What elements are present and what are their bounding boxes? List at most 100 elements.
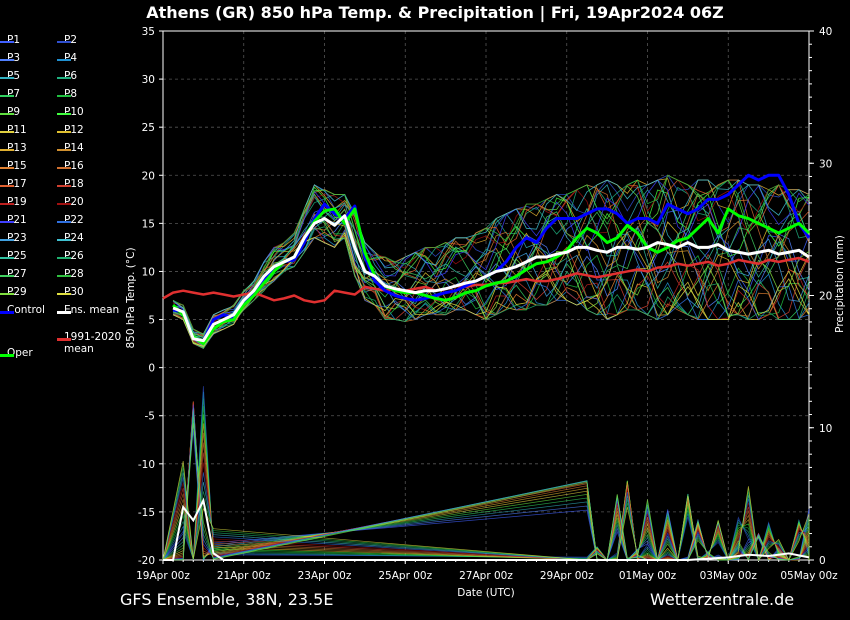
legend-item-p8: P8 xyxy=(57,88,77,100)
legend-item-p19: P19 xyxy=(0,196,27,208)
member-line-P28 xyxy=(172,174,810,335)
legend-swatch xyxy=(0,354,14,357)
legend-label: P9 xyxy=(7,106,21,118)
legend-label: P10 xyxy=(64,106,84,118)
legend-swatch xyxy=(57,149,71,151)
legend-label: P23 xyxy=(7,232,27,244)
y2-tick-label: 30 xyxy=(819,158,832,170)
legend-item-p29: P29 xyxy=(0,286,27,298)
y-tick-label: -15 xyxy=(138,507,155,519)
legend-swatch xyxy=(57,239,71,241)
legend-item-climate-mean: 1991-2020 mean xyxy=(57,331,121,355)
legend-item-p3: P3 xyxy=(0,52,20,64)
source-label: Wetterzentrale.de xyxy=(650,590,795,609)
legend-swatch xyxy=(57,131,71,133)
member-line-P20 xyxy=(172,174,810,339)
legend-item-p23: P23 xyxy=(0,232,27,244)
y-tick-label: -20 xyxy=(138,555,155,567)
legend-label: P27 xyxy=(7,268,27,280)
legend-item-p16: P16 xyxy=(57,160,84,172)
x-tick-label: 29Apr 00z xyxy=(540,570,594,582)
member-line-P22 xyxy=(172,229,810,348)
legend-item-p27: P27 xyxy=(0,268,27,280)
legend-item-p22: P22 xyxy=(57,214,84,226)
legend-item-ens-mean: Ens. mean xyxy=(57,304,119,316)
legend-item-p6: P6 xyxy=(57,70,77,82)
legend-item-p1: P1 xyxy=(0,34,20,46)
y-tick-label: 5 xyxy=(148,315,155,327)
legend-swatch xyxy=(57,41,71,43)
x-tick-label: 03May 00z xyxy=(700,570,758,582)
legend-swatch xyxy=(57,167,71,169)
legend-item-p25: P25 xyxy=(0,250,27,262)
legend-swatch xyxy=(57,203,71,205)
legend-swatch xyxy=(0,185,14,187)
legend-item-p20: P20 xyxy=(57,196,84,208)
y-tick-label: 35 xyxy=(142,26,155,38)
precip-layer xyxy=(162,386,810,562)
ens-mean-line xyxy=(172,214,810,343)
legend-label: P21 xyxy=(7,214,27,226)
legend-swatch xyxy=(57,257,71,259)
y-axis-label: 850 hPa Temp. (°C) xyxy=(125,247,137,348)
legend-label: P28 xyxy=(64,268,84,280)
x-tick-label: 23Apr 00z xyxy=(298,570,352,582)
legend-label: P1 xyxy=(7,34,21,46)
legend-label: 1991-2020 xyxy=(64,331,122,343)
legend-swatch xyxy=(0,257,14,259)
legend-swatch xyxy=(0,167,14,169)
x-tick-label: 19Apr 00z xyxy=(136,570,190,582)
legend-item-p7: P7 xyxy=(0,88,20,100)
legend-item-p2: P2 xyxy=(57,34,77,46)
legend-label: P17 xyxy=(7,178,27,190)
y-tick-label: 20 xyxy=(142,170,155,182)
x-tick-label: 21Apr 00z xyxy=(217,570,271,582)
legend-item-p5: P5 xyxy=(0,70,20,82)
legend-swatch xyxy=(57,221,71,223)
member-line-P30 xyxy=(172,231,810,347)
precip-ens-mean-line xyxy=(163,497,810,561)
legend-item-p26: P26 xyxy=(57,250,84,262)
y2-axis-label: Precipitation (mm) xyxy=(834,235,846,333)
y2-tick-label: 20 xyxy=(819,291,832,303)
y-tick-label: -5 xyxy=(145,411,155,423)
legend-item-p30: P30 xyxy=(57,286,84,298)
member-line-P21 xyxy=(172,179,810,341)
axes: 35 30 25 20 15 10 5 0 -5 -10 -15 -20 19Apr 00z 21Apr … xyxy=(136,26,838,582)
legend-item-p9: P9 xyxy=(0,106,20,118)
legend-label: P6 xyxy=(64,70,78,82)
series-layer xyxy=(162,173,811,349)
legend-label: P3 xyxy=(7,52,21,64)
legend-label: P2 xyxy=(64,34,78,46)
legend-item-p13: P13 xyxy=(0,142,27,154)
legend-label: P19 xyxy=(7,196,27,208)
legend-swatch xyxy=(57,275,71,277)
legend-label: P16 xyxy=(64,160,84,172)
model-label: GFS Ensemble, 38N, 23.5E xyxy=(120,590,334,609)
legend-label: P13 xyxy=(7,142,27,154)
legend-swatch xyxy=(0,293,14,295)
legend-label: P12 xyxy=(64,124,84,136)
legend-swatch xyxy=(0,275,14,277)
legend-item-p24: P24 xyxy=(57,232,84,244)
legend-label: P15 xyxy=(7,160,27,172)
legend-label: P20 xyxy=(64,196,84,208)
legend-swatch xyxy=(57,185,71,187)
y-tick-label: 30 xyxy=(142,74,155,86)
legend-item-p11: P11 xyxy=(0,124,27,136)
y2-tick-label: 40 xyxy=(819,26,832,38)
y-tick-label: 25 xyxy=(142,122,155,134)
legend-swatch xyxy=(0,221,14,223)
legend-swatch xyxy=(0,131,14,133)
member-line-P17 xyxy=(173,179,810,335)
legend-item-p4: P4 xyxy=(57,52,77,64)
legend-label: Ens. mean xyxy=(64,304,120,316)
legend-swatch xyxy=(57,293,71,295)
x-axis-label: Date (UTC) xyxy=(457,587,514,599)
legend-swatch xyxy=(0,59,14,61)
x-tick-label: 01May 00z xyxy=(619,570,677,582)
legend-swatch xyxy=(57,59,71,61)
legend-item-p14: P14 xyxy=(57,142,84,154)
x-tick-label: 05May 00z xyxy=(780,570,838,582)
legend-item-p12: P12 xyxy=(57,124,84,136)
